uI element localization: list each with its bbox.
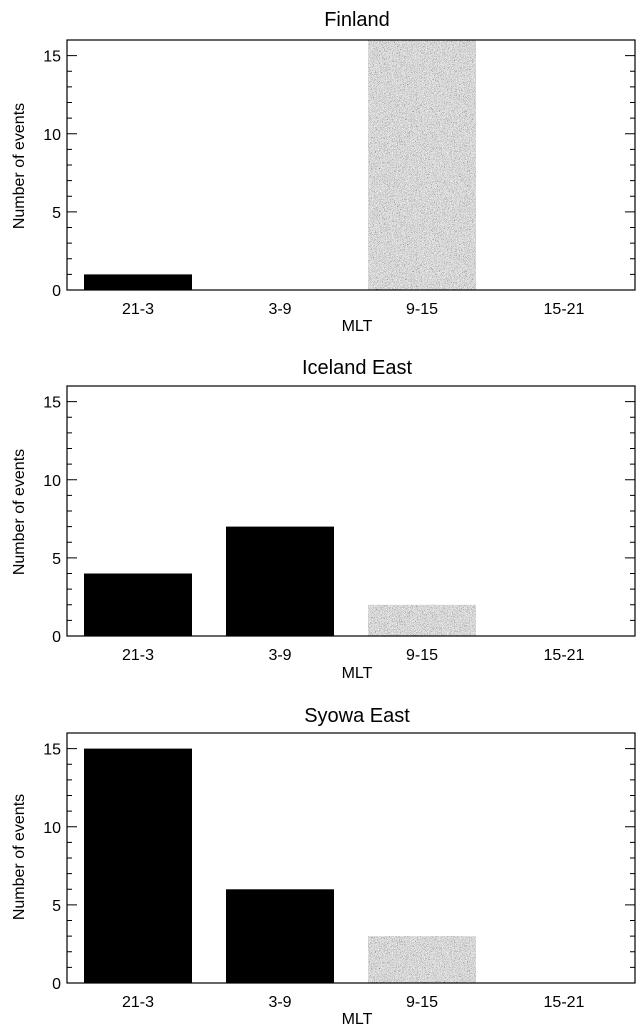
y-tick-label: 10: [43, 820, 61, 837]
plot-frame: [66, 385, 636, 637]
x-tick-label: 15-21: [544, 647, 585, 664]
y-tick-label: 15: [43, 395, 61, 412]
panel-title: Iceland East: [302, 357, 413, 379]
x-tick-label: 3-9: [268, 647, 291, 664]
x-tick-labels: 21-3 3-9 9-15 15-21: [122, 647, 585, 664]
panel-iceland-east: Iceland East Number of events MLT 21-3 3-…: [11, 357, 636, 682]
bars: [84, 526, 476, 637]
x-tick-label: 21-3: [122, 994, 154, 1011]
y-tick-label: 5: [52, 551, 61, 568]
y-tick-label: 5: [52, 205, 61, 222]
panel-title: Finland: [324, 9, 390, 31]
y-tick-label: 10: [43, 127, 61, 144]
bar-3-9: [226, 526, 334, 636]
bar-9-15: [368, 936, 476, 983]
y-tick-labels: 0 5 10 15: [43, 49, 61, 300]
bar-9-15: [368, 40, 476, 290]
y-axis-label: Number of events: [11, 103, 28, 229]
y-tick-labels: 0 5 10 15: [43, 395, 61, 646]
x-tick-labels: 21-3 3-9 9-15 15-21: [122, 301, 585, 318]
bar-9-15: [368, 604, 476, 637]
ticks: [67, 385, 635, 637]
x-tick-label: 15-21: [544, 994, 585, 1011]
bar-3-9: [226, 889, 334, 984]
x-tick-label: 9-15: [406, 647, 438, 664]
x-axis-label: MLT: [342, 665, 373, 682]
y-tick-label: 0: [52, 283, 61, 300]
ticks: [67, 39, 635, 291]
bars: [84, 40, 476, 290]
x-tick-label: 3-9: [268, 994, 291, 1011]
y-tick-label: 0: [52, 976, 61, 993]
y-tick-label: 15: [43, 49, 61, 66]
plot-frame: [66, 39, 636, 291]
x-tick-label: 21-3: [122, 301, 154, 318]
y-tick-labels: 0 5 10 15: [43, 742, 61, 993]
bar-21-3: [84, 274, 192, 290]
bars: [84, 748, 476, 984]
bar-21-3: [84, 573, 192, 636]
y-tick-label: 0: [52, 629, 61, 646]
panel-finland: Finland Number of events MLT 21-3 3-9 9-15…: [11, 9, 636, 335]
panel-syowa-east: Syowa East Number of events MLT 21-3 3-9 9…: [11, 705, 636, 1028]
x-tick-label: 9-15: [406, 301, 438, 318]
y-tick-label: 10: [43, 473, 61, 490]
y-axis-label: Number of events: [11, 794, 28, 920]
x-axis-label: MLT: [342, 1011, 373, 1028]
y-tick-label: 5: [52, 898, 61, 915]
y-tick-label: 15: [43, 742, 61, 759]
bar-21-3: [84, 748, 192, 983]
y-axis-label: Number of events: [11, 449, 28, 575]
panel-title: Syowa East: [304, 705, 410, 727]
x-tick-label: 3-9: [268, 301, 291, 318]
x-tick-label: 15-21: [544, 301, 585, 318]
x-axis-label: MLT: [342, 318, 373, 335]
x-tick-label: 9-15: [406, 994, 438, 1011]
x-tick-labels: 21-3 3-9 9-15 15-21: [122, 994, 585, 1011]
plot-frame: [66, 732, 636, 984]
x-tick-label: 21-3: [122, 647, 154, 664]
